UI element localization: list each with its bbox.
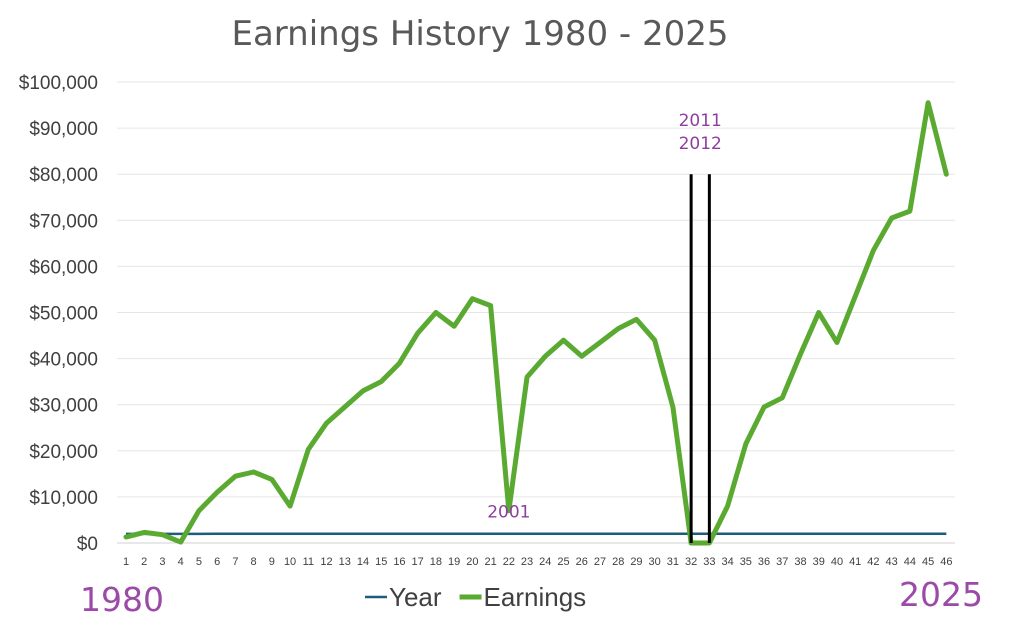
x-tick-label: 38 <box>794 556 806 568</box>
x-tick-label: 26 <box>576 556 588 568</box>
x-tick-label: 10 <box>284 556 296 568</box>
x-tick-label: 24 <box>539 556 551 568</box>
legend-label-year: Year <box>389 582 442 612</box>
x-tick-label: 13 <box>339 556 351 568</box>
x-tick-label: 31 <box>667 556 679 568</box>
y-tick-label: $90,000 <box>29 119 98 140</box>
x-tick-label: 43 <box>886 556 898 568</box>
x-tick-label: 19 <box>448 556 460 568</box>
x-tick-label: 14 <box>357 556 369 568</box>
x-tick-label: 41 <box>849 556 861 568</box>
x-tick-label: 27 <box>594 556 606 568</box>
x-tick-label: 46 <box>940 556 952 568</box>
y-tick-label: $30,000 <box>29 396 98 417</box>
series-lines <box>123 100 949 546</box>
x-axis-tick-labels: 1 2 3 4 5 6 7 8 9 10 11 12 13 14 15 16 17 18 19 20 21 22 23 24 2… <box>123 556 953 568</box>
y-tick-label: $50,000 <box>29 304 98 325</box>
y-axis-tick-labels: $0 $10,000 $20,000 $30,000 $40,000 $50,000 $60… <box>19 73 98 555</box>
x-tick-label: 40 <box>831 556 843 568</box>
x-tick-label: 18 <box>430 556 442 568</box>
y-tick-label: $60,000 <box>29 257 98 278</box>
x-tick-label: 44 <box>904 556 916 568</box>
chart-title: Earnings History 1980 - 2025 <box>231 14 728 54</box>
annotation-label: 2012 <box>679 134 722 154</box>
annotation-label: 2001 <box>487 503 530 523</box>
y-tick-label: $10,000 <box>29 488 98 509</box>
x-tick-label: 28 <box>612 556 624 568</box>
x-tick-label: 23 <box>521 556 533 568</box>
x-tick-label: 9 <box>269 556 275 568</box>
x-tick-label: 42 <box>867 556 879 568</box>
x-tick-label: 8 <box>251 556 257 568</box>
x-tick-label: 12 <box>320 556 332 568</box>
x-tick-label: 32 <box>685 556 697 568</box>
x-tick-label: 11 <box>303 556 314 568</box>
x-tick-label: 15 <box>375 556 387 568</box>
x-tick-label: 2 <box>141 556 147 568</box>
x-tick-label: 25 <box>557 556 569 568</box>
series-line-earnings <box>123 100 949 546</box>
x-tick-label: 3 <box>159 556 165 568</box>
x-tick-label: 29 <box>630 556 642 568</box>
x-tick-label: 22 <box>503 556 515 568</box>
gridlines <box>117 81 955 544</box>
x-tick-label: 17 <box>412 556 424 568</box>
x-tick-label: 37 <box>776 556 788 568</box>
x-tick-label: 35 <box>740 556 752 568</box>
x-tick-label: 21 <box>484 556 496 568</box>
y-tick-label: $40,000 <box>29 350 98 371</box>
x-tick-label: 33 <box>703 556 715 568</box>
legend: Year Earnings <box>365 582 586 612</box>
x-tick-label: 20 <box>466 556 478 568</box>
y-tick-label: $80,000 <box>29 165 98 186</box>
x-tick-label: 36 <box>758 556 770 568</box>
x-tick-label: 4 <box>178 556 184 568</box>
corner-label-right: 2025 <box>899 575 983 614</box>
annotation-markers <box>689 174 711 543</box>
x-tick-label: 39 <box>813 556 825 568</box>
annotations: 2001 2011 2012 <box>487 111 722 523</box>
annotation-label: 2011 <box>679 111 722 131</box>
x-tick-label: 30 <box>649 556 661 568</box>
y-tick-label: $70,000 <box>29 211 98 232</box>
legend-label-earnings: Earnings <box>484 582 587 612</box>
x-tick-label: 45 <box>922 556 934 568</box>
x-tick-label: 5 <box>196 556 202 568</box>
y-tick-label: $100,000 <box>19 73 98 94</box>
x-tick-label: 34 <box>721 556 733 568</box>
y-tick-label: $0 <box>77 534 98 555</box>
x-tick-label: 1 <box>123 556 129 568</box>
corner-label-left: 1980 <box>80 580 164 619</box>
x-tick-label: 6 <box>214 556 220 568</box>
y-tick-label: $20,000 <box>29 442 98 463</box>
x-tick-label: 16 <box>393 556 405 568</box>
x-tick-label: 7 <box>232 556 238 568</box>
